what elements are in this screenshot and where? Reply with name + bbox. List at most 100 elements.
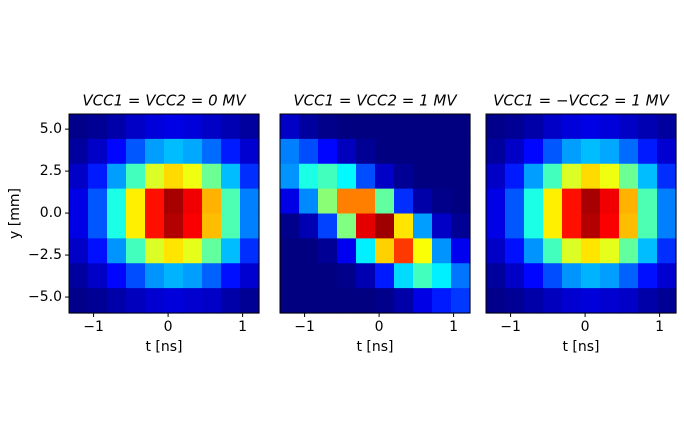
heatmap-cell — [69, 114, 89, 140]
heatmap-cell — [619, 114, 639, 140]
heatmap-cell — [337, 138, 357, 165]
heatmap-cell — [505, 188, 525, 215]
heatmap-cell — [318, 263, 338, 289]
heatmap-cell — [413, 188, 433, 215]
heatmap-cell — [126, 114, 146, 140]
heatmap-cell — [145, 288, 165, 314]
x-tick-label: 0 — [581, 319, 590, 335]
heatmap-cell — [375, 213, 395, 239]
heatmap-cell — [88, 263, 108, 289]
heatmap-cell — [619, 238, 639, 264]
heatmap-cell — [413, 213, 433, 239]
heatmap-cell — [524, 114, 544, 140]
y-tick-label: 5.0 — [40, 121, 62, 137]
heatmap-cell — [337, 213, 357, 239]
heatmap-cell — [107, 188, 127, 215]
heatmap-cell — [202, 138, 222, 165]
heatmap-cell — [394, 263, 414, 289]
heatmap-cell — [543, 288, 563, 314]
heatmap-cell — [413, 288, 433, 314]
x-tick-label: −1 — [83, 319, 104, 335]
heatmap-cell — [183, 138, 203, 165]
heatmap-cell — [221, 138, 241, 165]
heatmap-cell — [69, 263, 89, 289]
heatmap-cell — [581, 288, 601, 314]
heatmap-cell — [581, 163, 601, 190]
heatmap-cell — [543, 138, 563, 165]
x-tick-label: −1 — [500, 319, 521, 335]
heatmap-cell — [432, 188, 452, 215]
heatmap-cell — [337, 288, 357, 314]
heatmap-cell — [318, 188, 338, 215]
heatmap-cell — [299, 263, 319, 289]
heatmap-cell — [581, 213, 601, 239]
heatmap-cell — [657, 163, 677, 190]
x-axis-label: t [ns] — [145, 339, 182, 355]
heatmap-cell — [562, 288, 582, 314]
heatmap-cell — [164, 188, 184, 215]
y-axis-label: y [mm] — [7, 188, 23, 239]
heatmap-cell — [240, 138, 260, 165]
heatmap-cell — [337, 188, 357, 215]
heatmap-cell — [318, 288, 338, 314]
heatmap-cell — [600, 114, 620, 140]
heatmap-cell — [88, 138, 108, 165]
heatmap-cell — [221, 288, 241, 314]
heatmap-cell — [88, 238, 108, 264]
heatmap-cell — [318, 138, 338, 165]
heatmap-cell — [657, 213, 677, 239]
heatmap-cell — [240, 213, 260, 239]
axes-frame — [279, 113, 471, 314]
heatmap-cell — [432, 263, 452, 289]
heatmap-cell — [432, 163, 452, 190]
x-tick-label: 0 — [164, 319, 173, 335]
heatmap-cell — [486, 213, 506, 239]
heatmap-cell — [183, 114, 203, 140]
heatmap-cell — [183, 288, 203, 314]
heatmap-cell — [413, 238, 433, 264]
heatmap-cell — [657, 188, 677, 215]
heatmap-cell — [202, 188, 222, 215]
heatmap-cell — [600, 288, 620, 314]
heatmap-cell — [451, 238, 471, 264]
heatmap-cell — [524, 138, 544, 165]
heatmap-cell — [164, 263, 184, 289]
heatmap-cell — [413, 114, 433, 140]
heatmap-cell — [543, 163, 563, 190]
heatmap-cell — [280, 163, 300, 190]
heatmap-cell — [299, 188, 319, 215]
heatmap-cell — [600, 238, 620, 264]
heatmap-cell — [524, 263, 544, 289]
heatmap-cell — [581, 188, 601, 215]
heatmap-cell — [413, 138, 433, 165]
heatmap-cell — [356, 163, 376, 190]
heatmap-cell — [126, 213, 146, 239]
heatmap-cell — [581, 263, 601, 289]
heatmap-cell — [600, 263, 620, 289]
heatmap-cell — [543, 238, 563, 264]
heatmap-cell — [145, 114, 165, 140]
heatmap-cell — [299, 238, 319, 264]
heatmap-cell — [145, 188, 165, 215]
heatmap-cell — [543, 213, 563, 239]
heatmap-cell — [394, 163, 414, 190]
heatmap-cell — [356, 188, 376, 215]
heatmap-cell — [356, 288, 376, 314]
heatmap-cell — [600, 213, 620, 239]
heatmap-cell — [318, 238, 338, 264]
heatmap-cell — [107, 114, 127, 140]
heatmap-cell — [619, 213, 639, 239]
heatmap-cell — [486, 163, 506, 190]
y-tick-label: 0.0 — [40, 205, 62, 221]
x-tick-label: 1 — [238, 319, 247, 335]
heatmap-cell — [581, 138, 601, 165]
heatmap-cell — [524, 213, 544, 239]
x-tick-label: 0 — [375, 319, 384, 335]
heatmap-cell — [543, 114, 563, 140]
heatmap-cell — [657, 114, 677, 140]
heatmap-cell — [638, 213, 658, 239]
heatmap-cell — [413, 263, 433, 289]
heatmap-cell — [126, 188, 146, 215]
x-tick-label: −1 — [294, 319, 315, 335]
heatmap-cell — [638, 163, 658, 190]
